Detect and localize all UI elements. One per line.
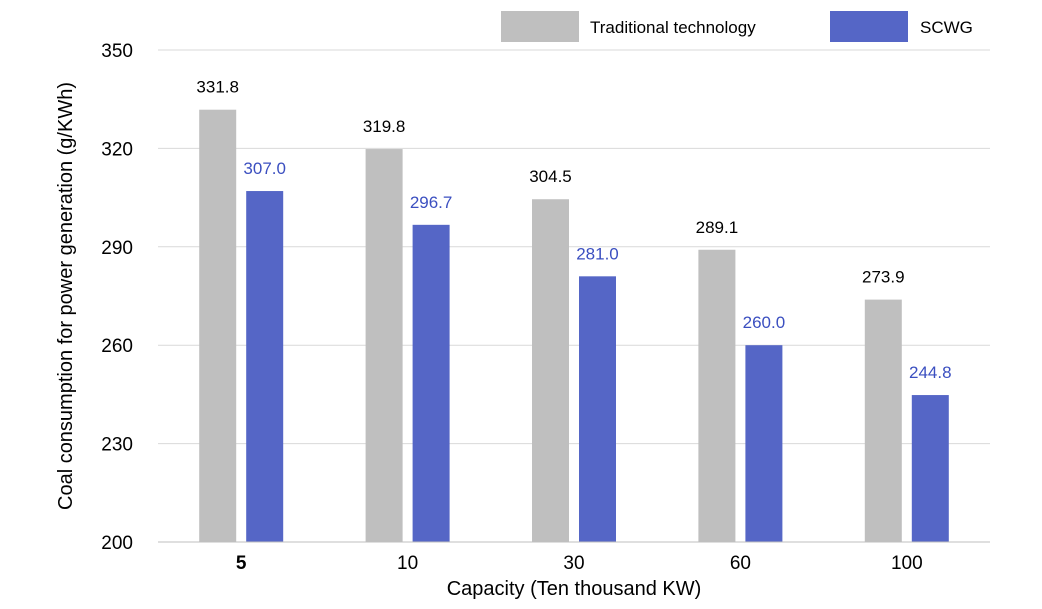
data-labels: 331.8 307.0 319.8 296.7 304.5 281.0 289.1 260.0…: [196, 78, 951, 382]
data-label: 260.0: [743, 313, 786, 332]
data-label: 307.0: [243, 159, 286, 178]
bar-traditional: [199, 109, 237, 543]
gridlines: [158, 49, 990, 445]
legend: Traditional technology SCWG: [501, 11, 973, 42]
data-label: 304.5: [529, 167, 572, 186]
legend-swatch-traditional: [501, 11, 579, 42]
data-label: 273.9: [862, 268, 905, 287]
x-axis-title: Capacity (Ten thousand KW): [447, 578, 702, 600]
bar-traditional: [864, 299, 902, 542]
data-label: 289.1: [696, 218, 739, 237]
data-label: 244.8: [909, 363, 952, 382]
y-tick-label: 350: [101, 41, 133, 62]
y-tick-label: 290: [101, 238, 133, 259]
x-axis-ticks: 5 10 30 60 100: [236, 553, 923, 574]
bars: [199, 109, 949, 543]
x-tick-label: 5: [236, 553, 247, 574]
x-tick-label: 30: [563, 553, 584, 574]
bar-traditional: [532, 199, 569, 543]
y-tick-label: 320: [101, 139, 133, 160]
y-tick-label: 230: [101, 435, 133, 456]
y-axis-title: Coal consumption for power generation (g…: [55, 82, 77, 510]
legend-label-traditional: Traditional technology: [590, 18, 756, 37]
bar-scwg: [412, 224, 450, 542]
y-axis-ticks: 200 230 260 290 320 350: [101, 41, 133, 554]
legend-swatch-scwg: [830, 11, 908, 42]
data-label: 296.7: [410, 193, 453, 212]
bar-scwg: [579, 276, 616, 542]
y-tick-label: 260: [101, 336, 133, 357]
data-label: 331.8: [196, 78, 239, 97]
bar-traditional: [365, 149, 403, 542]
bar-scwg: [911, 395, 949, 542]
data-label: 281.0: [576, 244, 619, 263]
bar-scwg: [745, 345, 783, 542]
x-tick-label: 100: [891, 553, 923, 574]
y-tick-label: 200: [101, 533, 133, 554]
bar-scwg: [246, 191, 284, 543]
legend-label-scwg: SCWG: [920, 18, 973, 37]
x-tick-label: 10: [397, 553, 418, 574]
x-tick-label: 60: [730, 553, 751, 574]
bar-traditional: [698, 249, 736, 542]
data-label: 319.8: [363, 117, 406, 136]
